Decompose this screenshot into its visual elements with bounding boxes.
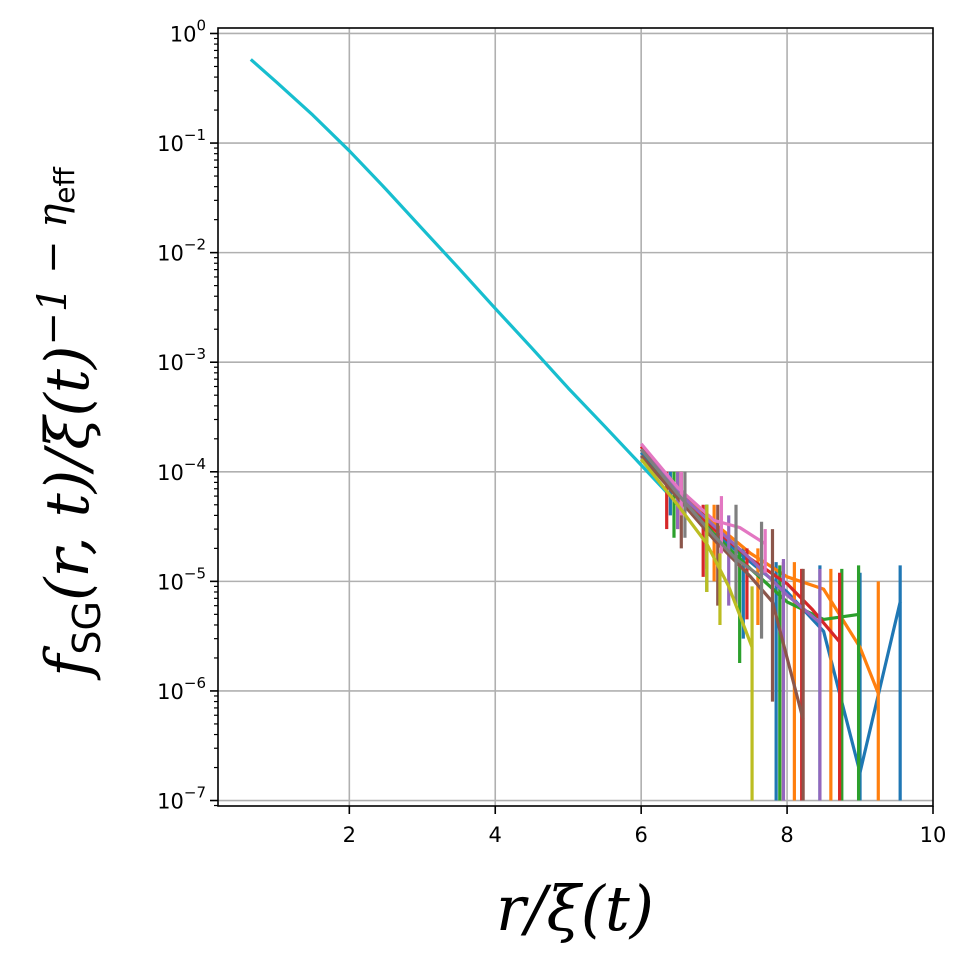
series-line [639,454,805,720]
y-tick-label: 10−2 [157,236,206,266]
y-tick-base: 10 [157,242,184,266]
x-axis-label: r/ξ(t) [496,872,654,945]
y-tick-exponent: −7 [184,784,206,802]
y-tick-label: 10−5 [157,564,206,594]
y-tick-exponent: −1 [184,126,206,144]
y-tick-base: 10 [157,461,184,485]
y-tick-base: 10 [170,22,197,46]
y-tick-label: 10−7 [157,784,206,814]
y-tick-exponent: −3 [184,345,206,363]
y-label-supsub: eff [48,167,81,204]
y-label-sup: −1 − η [30,204,76,346]
x-tick-label: 10 [920,823,947,847]
y-tick-base: 10 [157,132,184,156]
y-tick-exponent: 0 [196,16,206,34]
y-tick-exponent: −6 [184,674,206,692]
y-tick-base: 10 [157,351,184,375]
y-tick-exponent: −5 [184,564,206,582]
y-tick-label: 10−6 [157,674,206,704]
series-9 [639,458,754,801]
series-0 [249,58,672,498]
series-line [249,58,672,498]
svg-text:fSG(r, t)/ξ(t)−1 − ηeff: fSG(r, t)/ξ(t)−1 − ηeff [30,167,109,681]
y-tick-base: 10 [157,680,184,704]
x-tick-label: 4 [489,823,502,847]
x-tick-label: 8 [780,823,793,847]
y-tick-exponent: −2 [184,236,206,254]
y-tick-base: 10 [157,790,184,814]
x-tick-label: 6 [634,823,647,847]
series-8 [639,448,764,639]
plot-frame [217,27,934,807]
y-label-mid: (r, t)/ξ(t) [33,346,103,601]
series-line [639,448,763,579]
series-line [639,442,767,546]
y-tick-label: 100 [170,16,206,46]
grid [218,28,933,806]
y-tick-label: 10−1 [157,126,206,156]
y-label-sub: SG [65,601,109,655]
y-axis-label: fSG(r, t)/ξ(t)−1 − ηeff [30,167,109,681]
y-tick-label: 10−4 [157,455,206,485]
series-layer [249,58,902,801]
x-tick-label: 2 [343,823,356,847]
y-tick-label: 10−3 [157,345,206,375]
y-tick-exponent: −4 [184,455,206,473]
y-tick-base: 10 [157,570,184,594]
